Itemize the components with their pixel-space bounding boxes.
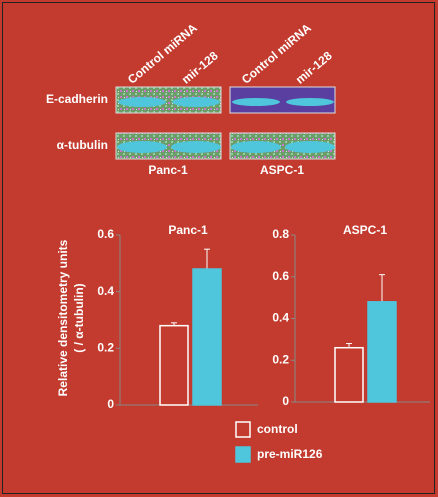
y-axis-label: Relative densitometry units [56, 239, 70, 396]
bar [193, 269, 221, 405]
y-tick-label: 0.6 [97, 227, 114, 241]
y-tick-label: 0 [107, 397, 114, 411]
figure: Control miRNAmir-128Control miRNAmir-128… [0, 0, 438, 497]
y-tick-label: 0.4 [272, 311, 289, 325]
y-tick-label: 0.8 [272, 227, 289, 241]
y-tick-label: 0.2 [97, 341, 114, 355]
bar [368, 302, 396, 402]
row-label: E-cadherin [46, 92, 108, 106]
y-tick-label: 0.6 [272, 269, 289, 283]
y-tick-label: 0.4 [97, 284, 114, 298]
y-axis-label: ( / α-tubulin) [72, 283, 86, 352]
chart-title: ASPC-1 [343, 223, 387, 237]
cell-label: Panc-1 [148, 163, 188, 177]
chart-title: Panc-1 [168, 223, 208, 237]
legend-swatch [236, 447, 250, 462]
y-tick-label: 0 [282, 394, 289, 408]
legend-label: control [257, 422, 298, 436]
legend-label: pre-miR126 [257, 447, 323, 461]
cell-label: ASPC-1 [260, 163, 304, 177]
y-tick-label: 0.2 [272, 352, 289, 366]
page: Control miRNAmir-128Control miRNAmir-128… [0, 0, 438, 497]
row-label: α-tubulin [57, 138, 108, 152]
